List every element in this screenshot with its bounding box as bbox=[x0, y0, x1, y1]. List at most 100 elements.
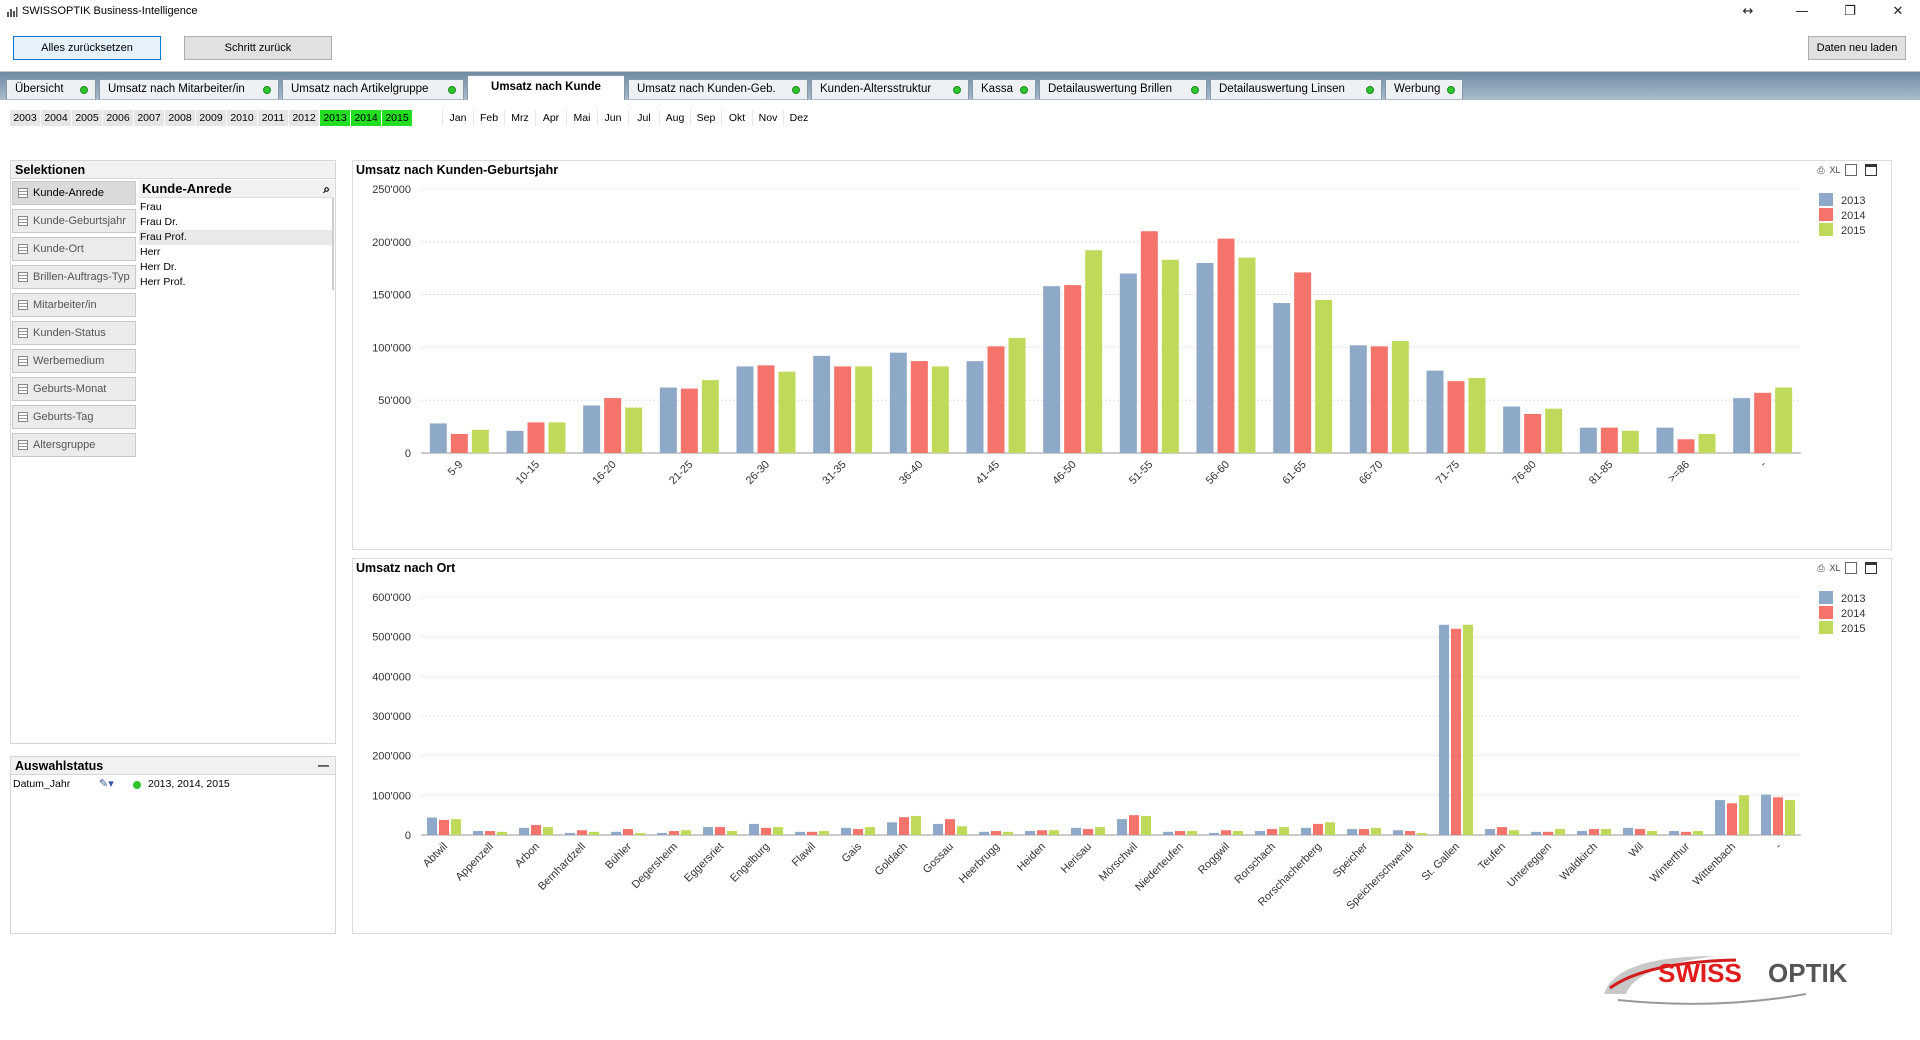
bar-2014[interactable] bbox=[604, 398, 622, 453]
bar-2015[interactable] bbox=[931, 366, 949, 453]
bar-2013[interactable] bbox=[1715, 800, 1725, 835]
bar-2013[interactable] bbox=[611, 831, 621, 835]
tab-werbung[interactable]: Werbung bbox=[1385, 79, 1463, 99]
bar-2014[interactable] bbox=[899, 817, 909, 835]
bar-2015[interactable] bbox=[1417, 833, 1427, 835]
bar-2015[interactable] bbox=[1693, 831, 1703, 835]
bar-2014[interactable] bbox=[1497, 827, 1507, 835]
bar-2014[interactable] bbox=[1524, 413, 1542, 453]
bar-2015[interactable] bbox=[1775, 387, 1793, 453]
bar-2013[interactable] bbox=[1273, 303, 1291, 453]
year-2015[interactable]: 2015 bbox=[382, 110, 413, 126]
bar-2014[interactable] bbox=[910, 361, 928, 453]
bar-2015[interactable] bbox=[1233, 831, 1243, 835]
select-altersgruppe[interactable]: Altersgruppe bbox=[12, 433, 136, 457]
tab-uebersicht[interactable]: Übersicht bbox=[6, 79, 96, 99]
bar-2015[interactable] bbox=[681, 830, 691, 835]
bar-2015[interactable] bbox=[548, 422, 566, 453]
xl-icon[interactable]: XL bbox=[1829, 563, 1841, 573]
reload-data-button[interactable]: Daten neu laden bbox=[1808, 36, 1906, 60]
bar-2014[interactable] bbox=[1727, 803, 1737, 835]
bar-2013[interactable] bbox=[889, 352, 907, 453]
bar-2014[interactable] bbox=[1773, 797, 1783, 835]
select-mitarbeiter-in[interactable]: Mitarbeiter/in bbox=[12, 293, 136, 317]
bar-2014[interactable] bbox=[1313, 823, 1323, 835]
bar-2014[interactable] bbox=[450, 433, 468, 453]
bar-2014[interactable] bbox=[680, 388, 698, 453]
maximize-icon[interactable] bbox=[1865, 562, 1877, 574]
bar-2013[interactable] bbox=[1656, 427, 1674, 453]
month-mai[interactable]: Mai bbox=[566, 110, 597, 126]
bar-2014[interactable] bbox=[1083, 829, 1093, 835]
bar-2015[interactable] bbox=[1161, 259, 1179, 453]
bar-2015[interactable] bbox=[701, 380, 719, 453]
bar-2015[interactable] bbox=[1085, 250, 1103, 453]
bar-2013[interactable] bbox=[887, 822, 897, 835]
bar-2014[interactable] bbox=[1754, 392, 1772, 453]
bar-2015[interactable] bbox=[1463, 624, 1473, 835]
bar-2015[interactable] bbox=[957, 826, 967, 835]
minimize-icon[interactable]: — bbox=[1795, 4, 1809, 19]
bar-2015[interactable] bbox=[1739, 795, 1749, 835]
bar-2014[interactable] bbox=[1140, 231, 1158, 453]
bar-2013[interactable] bbox=[1349, 345, 1367, 453]
month-nov[interactable]: Nov bbox=[752, 110, 783, 126]
tab-kunden-altersstruktur[interactable]: Kunden-Altersstruktur bbox=[811, 79, 969, 99]
select-geburts-monat[interactable]: Geburts-Monat bbox=[12, 377, 136, 401]
bar-2015[interactable] bbox=[635, 833, 645, 835]
bar-2013[interactable] bbox=[1196, 262, 1214, 453]
bar-2015[interactable] bbox=[471, 429, 489, 453]
bar-2015[interactable] bbox=[911, 815, 921, 835]
bar-2015[interactable] bbox=[778, 371, 796, 453]
month-jun[interactable]: Jun bbox=[597, 110, 628, 126]
bar-2014[interactable] bbox=[439, 819, 449, 835]
bar-2014[interactable] bbox=[1451, 628, 1461, 835]
bar-2013[interactable] bbox=[1117, 819, 1127, 835]
year-2004[interactable]: 2004 bbox=[41, 110, 72, 126]
bar-2015[interactable] bbox=[1545, 408, 1563, 453]
year-2013[interactable]: 2013 bbox=[320, 110, 351, 126]
bar-2015[interactable] bbox=[1785, 800, 1795, 835]
bar-2015[interactable] bbox=[1008, 337, 1026, 453]
bar-2014[interactable] bbox=[1600, 427, 1618, 453]
bar-2013[interactable] bbox=[1531, 831, 1541, 835]
bar-2015[interactable] bbox=[1601, 829, 1611, 835]
bar-2013[interactable] bbox=[1426, 370, 1444, 453]
bar-2013[interactable] bbox=[1623, 827, 1633, 835]
bar-2014[interactable] bbox=[1405, 831, 1415, 835]
bar-2015[interactable] bbox=[1371, 827, 1381, 835]
listbox-item[interactable]: Herr bbox=[140, 246, 161, 258]
bar-2015[interactable] bbox=[773, 827, 783, 835]
bar-2015[interactable] bbox=[451, 819, 461, 835]
select-werbemedium[interactable]: Werbemedium bbox=[12, 349, 136, 373]
bar-2015[interactable] bbox=[1279, 827, 1289, 835]
year-2010[interactable]: 2010 bbox=[227, 110, 258, 126]
bar-2014[interactable] bbox=[1217, 238, 1235, 453]
bar-2013[interactable] bbox=[429, 423, 447, 453]
bar-2015[interactable] bbox=[1698, 433, 1716, 453]
bar-2014[interactable] bbox=[1037, 830, 1047, 835]
select-kunde-geburtsjahr[interactable]: Kunde-Geburtsjahr bbox=[12, 209, 136, 233]
bar-2014[interactable] bbox=[987, 346, 1005, 453]
month-aug[interactable]: Aug bbox=[659, 110, 690, 126]
bar-2015[interactable] bbox=[855, 366, 873, 453]
bar-2014[interactable] bbox=[757, 365, 775, 453]
select-brillen-auftrags-typ[interactable]: Brillen-Auftrags-Typ bbox=[12, 265, 136, 289]
bar-2015[interactable] bbox=[1621, 430, 1639, 453]
tab-detail-linsen[interactable]: Detailauswertung Linsen bbox=[1210, 79, 1382, 99]
bar-2014[interactable] bbox=[623, 829, 633, 835]
year-2007[interactable]: 2007 bbox=[134, 110, 165, 126]
bar-2013[interactable] bbox=[841, 827, 851, 835]
listbox-item[interactable]: Herr Dr. bbox=[140, 261, 177, 273]
bar-2014[interactable] bbox=[1267, 829, 1277, 835]
bar-2013[interactable] bbox=[659, 387, 677, 453]
tab-kassa[interactable]: Kassa bbox=[972, 79, 1036, 99]
restore-icon[interactable] bbox=[1845, 562, 1857, 574]
bar-2014[interactable] bbox=[527, 422, 545, 453]
bar-2015[interactable] bbox=[543, 827, 553, 835]
bar-2013[interactable] bbox=[736, 366, 754, 453]
bar-2014[interactable] bbox=[1370, 346, 1388, 453]
print-icon[interactable]: ⎙ bbox=[1817, 165, 1825, 175]
bar-2013[interactable] bbox=[583, 405, 601, 453]
restore-window-icon[interactable]: ❐ bbox=[1844, 4, 1856, 19]
